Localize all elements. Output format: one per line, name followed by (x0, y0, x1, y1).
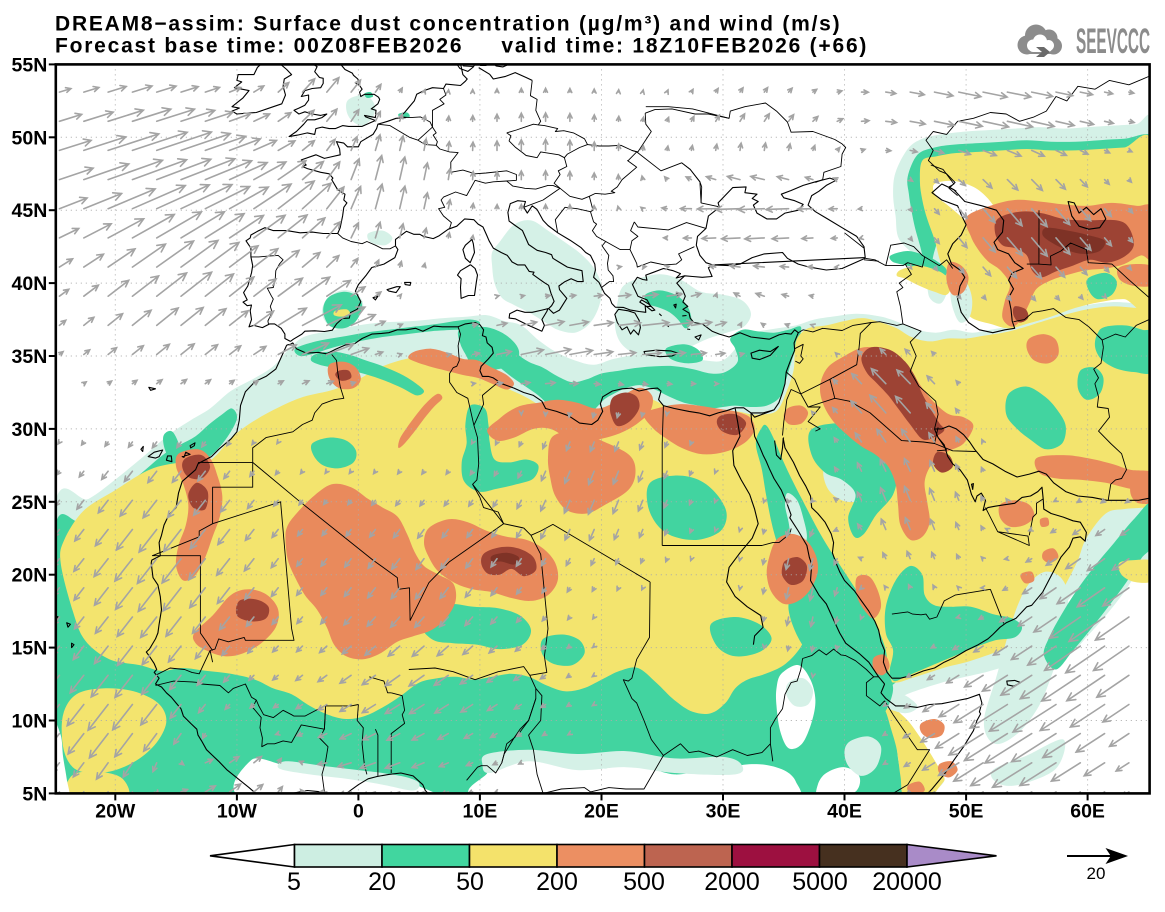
svg-text:Forecast base time: 00Z08FEB20: Forecast base time: 00Z08FEB2026 valid t… (55, 35, 868, 58)
svg-text:20000: 20000 (872, 868, 942, 896)
svg-text:15N: 15N (12, 638, 48, 660)
svg-text:40E: 40E (827, 800, 862, 822)
svg-text:10W: 10W (217, 800, 258, 822)
svg-text:500: 500 (623, 868, 665, 896)
svg-text:0: 0 (353, 800, 364, 822)
svg-text:20N: 20N (12, 565, 48, 587)
svg-text:30N: 30N (12, 419, 48, 441)
svg-text:40N: 40N (12, 273, 48, 295)
svg-text:20: 20 (368, 868, 396, 896)
svg-text:50: 50 (456, 868, 484, 896)
svg-text:5: 5 (287, 868, 301, 896)
svg-text:20: 20 (1087, 864, 1106, 883)
svg-text:SEEVCCC: SEEVCCC (1076, 22, 1150, 61)
svg-text:45N: 45N (12, 200, 48, 222)
svg-text:30E: 30E (706, 800, 741, 822)
svg-text:20W: 20W (95, 800, 136, 822)
svg-text:10E: 10E (463, 800, 498, 822)
svg-text:2000: 2000 (704, 868, 760, 896)
svg-text:DREAM8−assim: Surface dust con: DREAM8−assim: Surface dust concentration… (55, 13, 841, 36)
svg-text:10N: 10N (12, 711, 48, 733)
svg-text:5N: 5N (22, 783, 47, 805)
svg-text:20E: 20E (584, 800, 619, 822)
svg-text:50N: 50N (12, 127, 48, 149)
svg-text:55N: 55N (12, 54, 48, 76)
svg-text:200: 200 (536, 868, 578, 896)
svg-text:5000: 5000 (792, 868, 848, 896)
svg-text:50E: 50E (949, 800, 984, 822)
svg-text:35N: 35N (12, 346, 48, 368)
svg-text:60E: 60E (1070, 800, 1105, 822)
svg-text:25N: 25N (12, 492, 48, 514)
